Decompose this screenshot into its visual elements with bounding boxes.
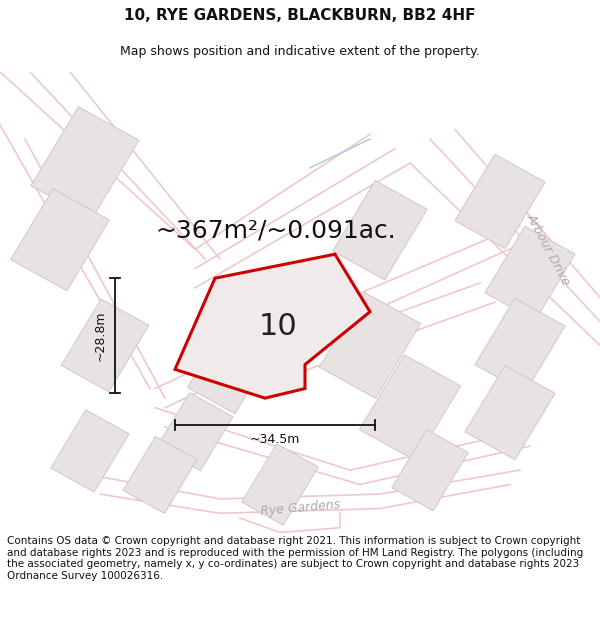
Text: Contains OS data © Crown copyright and database right 2021. This information is : Contains OS data © Crown copyright and d… xyxy=(7,536,583,581)
Polygon shape xyxy=(465,366,555,460)
Text: Arbour Drive: Arbour Drive xyxy=(524,211,572,288)
Polygon shape xyxy=(51,410,129,492)
Polygon shape xyxy=(455,154,545,249)
Text: ~367m²/~0.091ac.: ~367m²/~0.091ac. xyxy=(155,218,396,242)
Polygon shape xyxy=(61,299,149,392)
Polygon shape xyxy=(319,292,421,398)
Text: Map shows position and indicative extent of the property.: Map shows position and indicative extent… xyxy=(120,45,480,58)
Polygon shape xyxy=(242,444,318,525)
Text: 10, RYE GARDENS, BLACKBURN, BB2 4HF: 10, RYE GARDENS, BLACKBURN, BB2 4HF xyxy=(124,8,476,23)
Polygon shape xyxy=(485,226,575,321)
Text: Rye Gardens: Rye Gardens xyxy=(260,499,340,519)
Polygon shape xyxy=(123,436,197,514)
Polygon shape xyxy=(187,325,272,414)
Polygon shape xyxy=(157,392,233,471)
Polygon shape xyxy=(475,298,565,392)
Text: ~28.8m: ~28.8m xyxy=(94,311,107,361)
Polygon shape xyxy=(392,429,468,511)
Polygon shape xyxy=(333,181,427,280)
Polygon shape xyxy=(175,254,370,398)
Polygon shape xyxy=(11,189,109,291)
Polygon shape xyxy=(31,107,139,219)
Text: 10: 10 xyxy=(259,312,298,341)
Polygon shape xyxy=(359,355,461,461)
Text: ~34.5m: ~34.5m xyxy=(250,432,300,446)
